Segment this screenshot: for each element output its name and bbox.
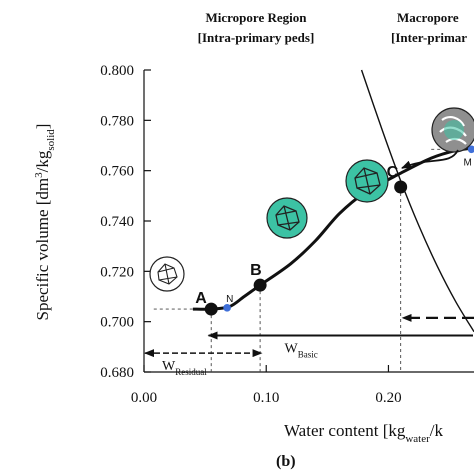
- x-tick-label: 0.10: [253, 390, 279, 406]
- y-tick-label: 0.740: [100, 214, 134, 230]
- annotation-label: WResidual: [162, 359, 207, 377]
- y-tick-label: 0.760: [100, 164, 134, 180]
- saturation-line: [360, 69, 474, 333]
- aggregate-icon-structural: [345, 159, 389, 203]
- y-ticks: 0.680 0.700 0.720 0.740 0.760 0.780 0.800: [100, 63, 151, 381]
- y-tick-label: 0.780: [100, 113, 134, 129]
- point-n: [223, 304, 231, 312]
- point-m: [467, 145, 474, 154]
- water-annotations: WResidual WBasic: [144, 313, 474, 377]
- point-label-n: N: [226, 294, 233, 305]
- point-label-m: M: [464, 157, 472, 168]
- x-axis-label: Water content [kgwater/k: [284, 421, 444, 445]
- panel-label: (b): [276, 453, 296, 470]
- aggregate-icon-dry: [149, 256, 185, 292]
- point-b: [253, 278, 267, 292]
- guide-lines: [153, 148, 474, 372]
- region-subtitle-micropore: [Intra-primary peds]: [198, 30, 315, 45]
- x-tick-label: 0.00: [131, 390, 157, 406]
- y-tick-label: 0.700: [100, 315, 134, 331]
- region-title-micropore: Micropore Region: [206, 10, 308, 25]
- point-c: [394, 180, 408, 194]
- y-tick-label: 0.800: [100, 63, 134, 79]
- point-label-b: B: [250, 262, 262, 279]
- shrinkage-curve: [192, 146, 474, 311]
- region-subtitle-macropore: [Inter-primar: [391, 30, 467, 45]
- x-ticks: 0.00 0.10 0.20: [131, 365, 402, 406]
- y-tick-label: 0.720: [100, 264, 134, 280]
- aggregate-icon-macro: [431, 107, 474, 153]
- point-label-a: A: [195, 290, 207, 307]
- region-title-macropore: Macropore: [397, 10, 459, 25]
- key-points: A B C N M: [195, 145, 474, 316]
- aggregate-link-arrow: [401, 149, 459, 169]
- y-tick-label: 0.680: [100, 365, 134, 381]
- y-axis-label: Specific volume [dm3/kgsolid]: [33, 124, 57, 321]
- point-label-c: C: [387, 164, 399, 181]
- annotation-label: WBasic: [285, 342, 318, 360]
- point-a: [204, 302, 218, 316]
- aggregate-icon-basic: [266, 197, 308, 239]
- x-tick-label: 0.20: [375, 390, 401, 406]
